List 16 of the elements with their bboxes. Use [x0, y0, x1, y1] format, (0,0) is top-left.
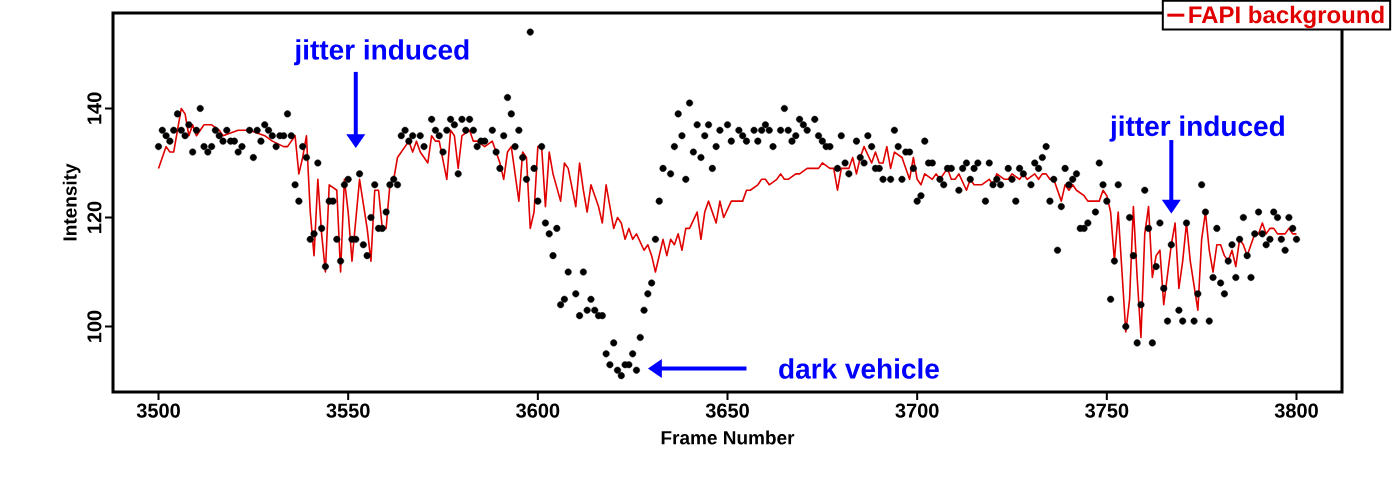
x-tick-label: 3750	[1085, 403, 1129, 418]
x-tick-label: 3800	[1274, 403, 1318, 418]
y-tick-label: 120	[87, 201, 102, 233]
legend-label: FAPI background	[1189, 5, 1384, 29]
x-tick-label: 3650	[705, 403, 749, 418]
annotation: jitter induced	[293, 39, 469, 66]
y-tick-label: 100	[87, 310, 102, 342]
x-tick-label: 3700	[895, 403, 939, 418]
y-tick-label: 140	[87, 92, 102, 124]
x-tick-label: 3550	[326, 403, 370, 418]
x-tick-label: 3600	[516, 403, 560, 418]
annotation: dark vehicle	[779, 358, 939, 379]
x-axis-title: Frame Number	[661, 430, 795, 445]
annotation: jitter induced	[1109, 115, 1284, 142]
y-axis-title: Intensity	[62, 163, 81, 241]
x-tick-label: 3500	[136, 403, 180, 418]
